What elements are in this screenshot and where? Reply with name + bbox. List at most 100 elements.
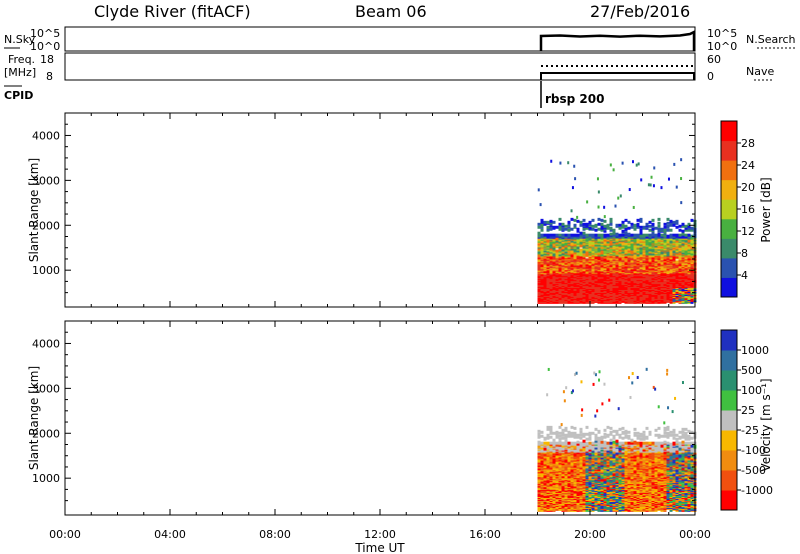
heatmap-cell — [564, 449, 568, 453]
heatmap-cell — [549, 227, 553, 231]
heatmap-cell — [555, 225, 559, 229]
heatmap-cell — [675, 241, 679, 245]
heatmap-cell — [549, 460, 553, 464]
heatmap-cell — [645, 241, 649, 245]
heatmap-cell — [633, 223, 637, 227]
heatmap-cell — [621, 223, 625, 227]
freq-unit: [MHz] — [4, 66, 36, 79]
heatmap-cell — [633, 296, 637, 300]
heatmap-cell — [573, 284, 577, 288]
y-tick-label: 3000 — [32, 174, 60, 187]
heatmap-cell — [561, 289, 565, 293]
heatmap-cell — [558, 431, 562, 435]
heatmap-cell — [582, 484, 586, 488]
heatmap-cell — [564, 436, 568, 440]
heatmap-cell — [546, 220, 550, 224]
heatmap-cell — [564, 428, 568, 432]
heatmap-cell — [600, 222, 604, 226]
heatmap-cell — [648, 258, 652, 262]
heatmap-cell — [546, 456, 550, 460]
heatmap-cell — [615, 264, 619, 268]
heatmap-cell — [567, 455, 571, 459]
heatmap-cell — [576, 288, 580, 292]
heatmap-cell — [552, 261, 556, 265]
heatmap-cell — [650, 175, 653, 179]
heatmap-cell — [624, 286, 628, 290]
heatmap-cell — [594, 480, 598, 484]
heatmap-cell — [552, 253, 556, 257]
heatmap-cell — [687, 289, 691, 293]
heatmap-cell — [579, 427, 583, 431]
heatmap-cell — [558, 227, 562, 231]
heatmap-cell — [546, 482, 550, 486]
heatmap-cell — [687, 287, 691, 291]
heatmap-cell — [621, 282, 625, 286]
heatmap-cell — [564, 508, 568, 512]
heatmap-cell — [663, 230, 667, 234]
heatmap-cell — [675, 279, 679, 283]
heatmap-cell — [681, 281, 685, 285]
heatmap-cell — [690, 252, 694, 256]
heatmap-cell — [543, 475, 547, 479]
heatmap-cell — [555, 441, 559, 445]
heatmap-cell — [666, 228, 670, 232]
heatmap-cell — [606, 244, 610, 248]
heatmap-cell — [594, 223, 598, 227]
heatmap-cell — [582, 263, 586, 267]
heatmap-cell — [546, 427, 550, 431]
heatmap-cell — [543, 220, 547, 224]
heatmap-cell — [594, 503, 598, 507]
heatmap-cell — [642, 238, 646, 242]
heatmap-cell — [660, 245, 664, 249]
heatmap-cell — [576, 297, 580, 301]
heatmap-cell — [558, 451, 562, 455]
heatmap-cell — [540, 430, 544, 434]
heatmap-cell — [576, 433, 580, 437]
heatmap-cell — [660, 283, 664, 287]
heatmap-cell — [555, 292, 559, 296]
heatmap-cell — [681, 247, 685, 251]
heatmap-cell — [687, 233, 691, 237]
heatmap-cell — [555, 446, 559, 450]
heatmap-cell — [603, 215, 606, 219]
heatmap-cell — [660, 250, 664, 254]
heatmap-cell — [660, 261, 664, 265]
heatmap-cell — [636, 265, 640, 269]
heatmap-cell — [570, 269, 574, 273]
heatmap-cell — [690, 271, 694, 275]
heatmap-cell — [621, 259, 625, 263]
station-title: Clyde River (fitACF) — [94, 2, 251, 21]
heatmap-cell — [561, 227, 565, 231]
heatmap-cell — [666, 224, 670, 228]
heatmap-cell — [567, 441, 571, 445]
heatmap-cell — [588, 265, 592, 269]
heatmap-cell — [558, 446, 562, 450]
heatmap-cell — [633, 277, 637, 281]
heatmap-cell — [582, 443, 586, 447]
heatmap-cell — [663, 280, 667, 284]
heatmap-cell — [540, 233, 544, 237]
heatmap-cell — [576, 498, 580, 502]
heatmap-cell — [612, 233, 616, 237]
nsky-tick-top: 10^5 — [30, 27, 60, 40]
heatmap-cell — [591, 227, 595, 231]
heatmap-cell — [555, 430, 559, 434]
heatmap-cell — [576, 215, 579, 219]
heatmap-cell — [537, 440, 541, 444]
heatmap-cell — [627, 265, 631, 269]
heatmap-cell — [669, 268, 673, 272]
heatmap-cell — [540, 280, 544, 284]
heatmap-cell — [585, 233, 589, 237]
heatmap-cell — [573, 254, 577, 258]
heatmap-cell — [567, 161, 570, 165]
heatmap-cell — [632, 205, 635, 209]
freq-tick-top: 18 — [40, 53, 54, 66]
heatmap-cell — [678, 233, 682, 237]
heatmap-cell — [546, 225, 550, 229]
heatmap-cell — [546, 292, 550, 296]
heatmap-cell — [663, 222, 667, 226]
heatmap-cell — [585, 441, 589, 445]
heatmap-cell — [639, 269, 643, 273]
heatmap-cell — [570, 217, 574, 221]
heatmap-cell — [571, 186, 574, 190]
